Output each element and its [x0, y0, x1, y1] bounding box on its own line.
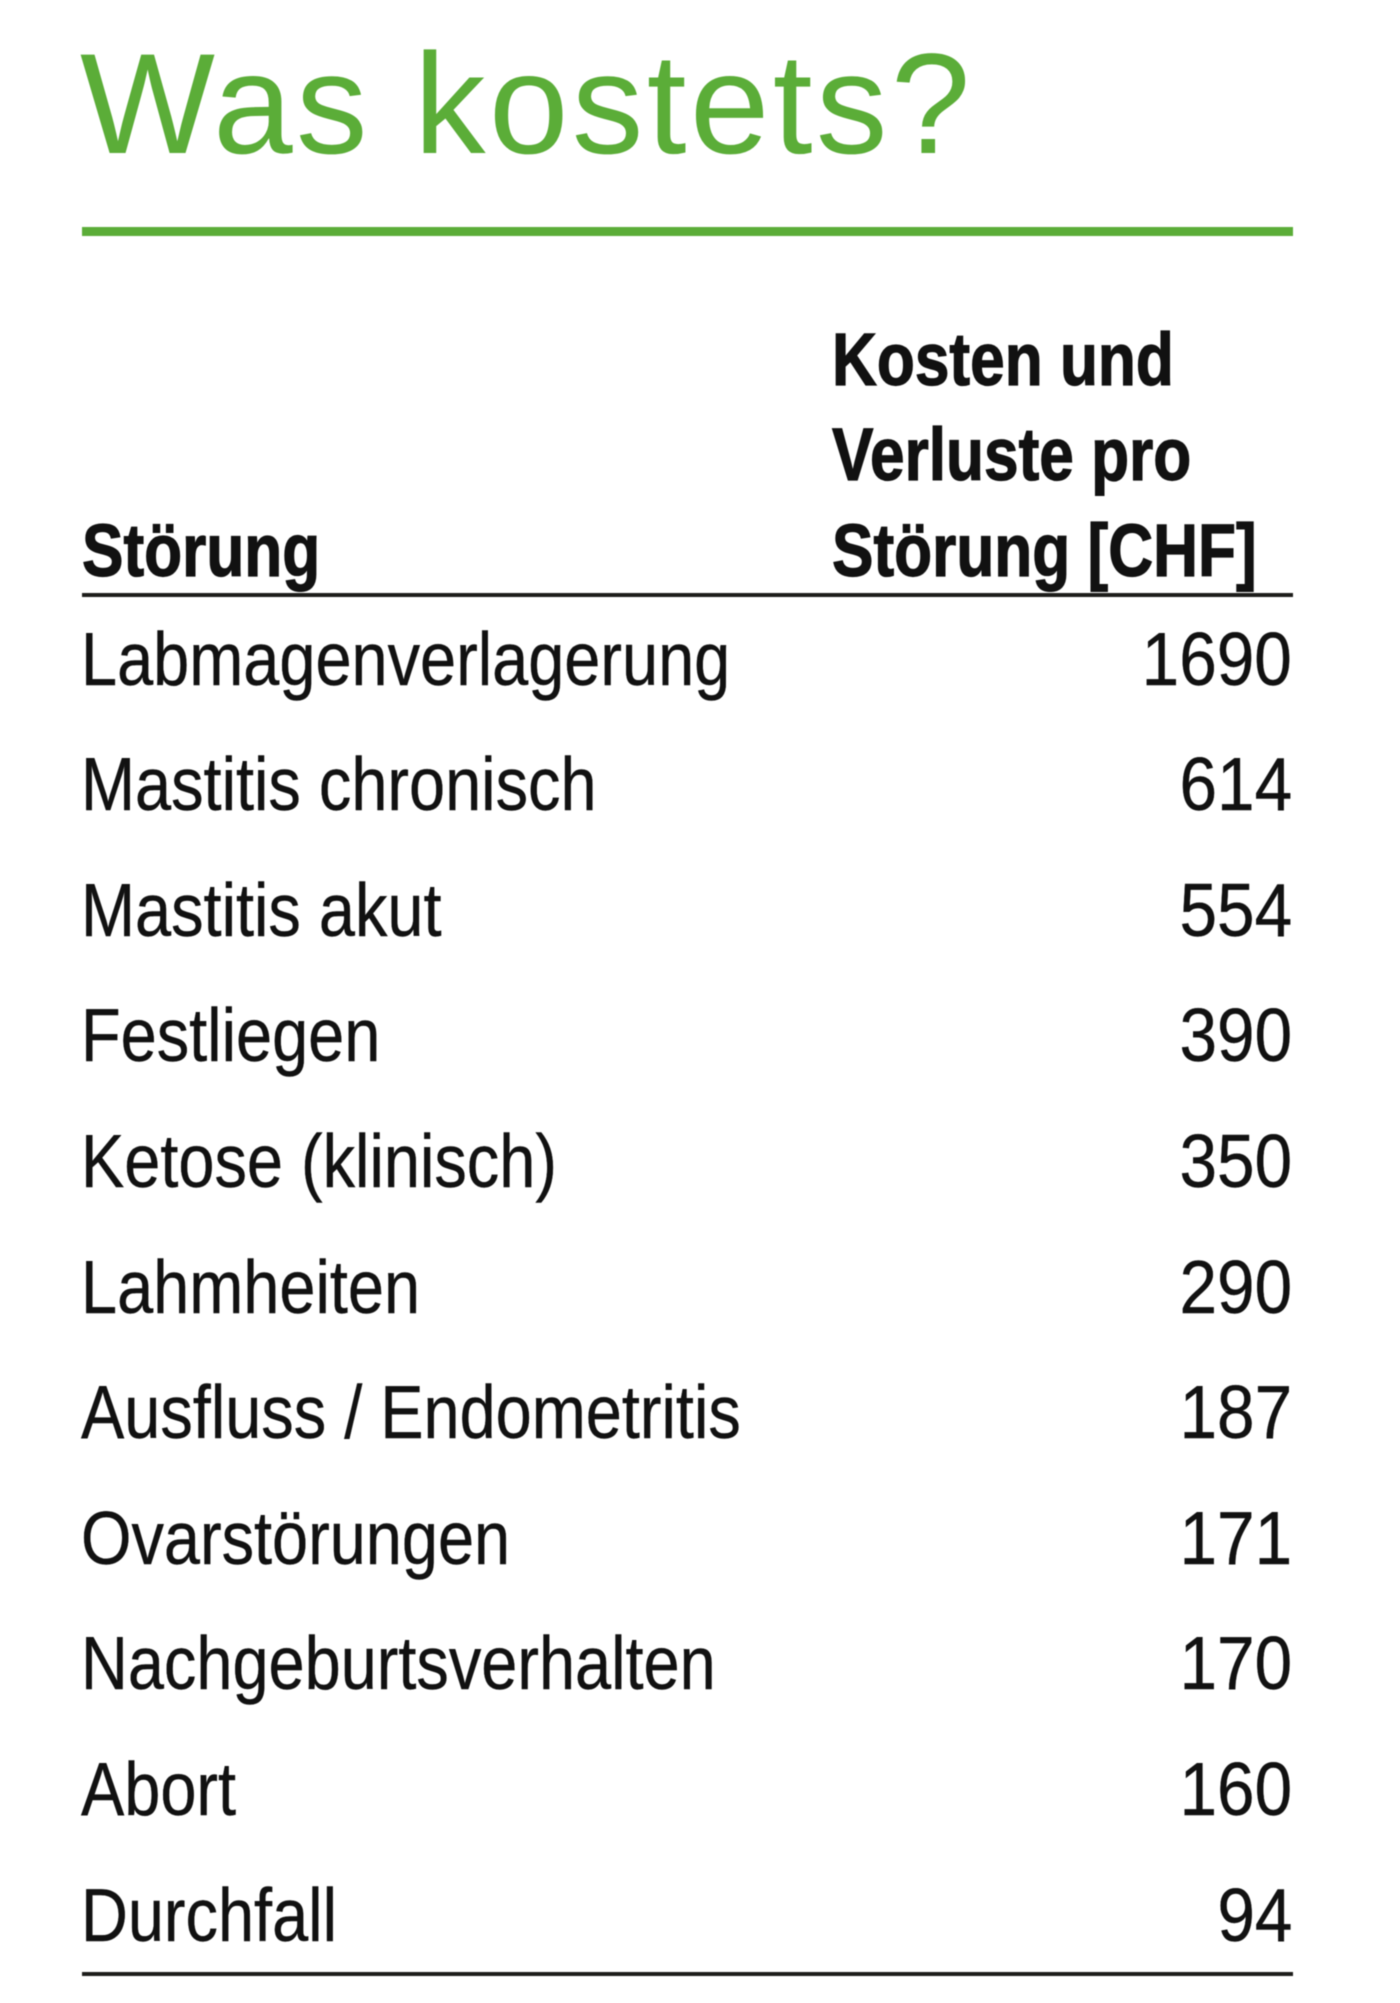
- row-label: Ausfluss / Endometritis: [80, 1370, 741, 1455]
- table-bottom-rule: [82, 1972, 1293, 1976]
- row-value: 290: [1179, 1244, 1292, 1329]
- row-value: 171: [1179, 1495, 1292, 1580]
- table-header-rule: [82, 593, 1293, 597]
- row-label: Nachgeburtsverhalten: [80, 1621, 716, 1706]
- row-value: 94: [1216, 1872, 1292, 1957]
- row-value: 170: [1179, 1621, 1292, 1706]
- row-label: Abort: [80, 1746, 236, 1831]
- row-label: Ketose (klinisch): [80, 1118, 557, 1203]
- row-label: Labmagenverlagerung: [80, 616, 730, 701]
- row-value: 390: [1179, 993, 1292, 1078]
- row-value: 350: [1179, 1118, 1292, 1203]
- column-header-kosten-line-3: Störung [CHF]: [831, 508, 1257, 592]
- column-header-stoerung: Störung: [81, 508, 321, 592]
- row-label: Mastitis akut: [80, 867, 442, 952]
- row-label: Durchfall: [80, 1872, 337, 1957]
- row-label: Festliegen: [80, 993, 380, 1078]
- page-title: Was kostets?: [80, 25, 974, 184]
- row-value: 1690: [1141, 616, 1293, 701]
- row-label: Mastitis chronisch: [80, 742, 597, 827]
- row-label: Ovarstörungen: [80, 1495, 510, 1580]
- row-value: 614: [1179, 742, 1292, 827]
- column-header-kosten-line-1: Kosten und: [831, 318, 1174, 402]
- row-value: 160: [1179, 1746, 1292, 1831]
- column-header-kosten-line-2: Verluste pro: [831, 413, 1192, 497]
- title-underline-rule: [82, 227, 1293, 236]
- row-label: Lahmheiten: [80, 1244, 420, 1329]
- row-value: 554: [1179, 867, 1292, 952]
- row-value: 187: [1179, 1370, 1292, 1455]
